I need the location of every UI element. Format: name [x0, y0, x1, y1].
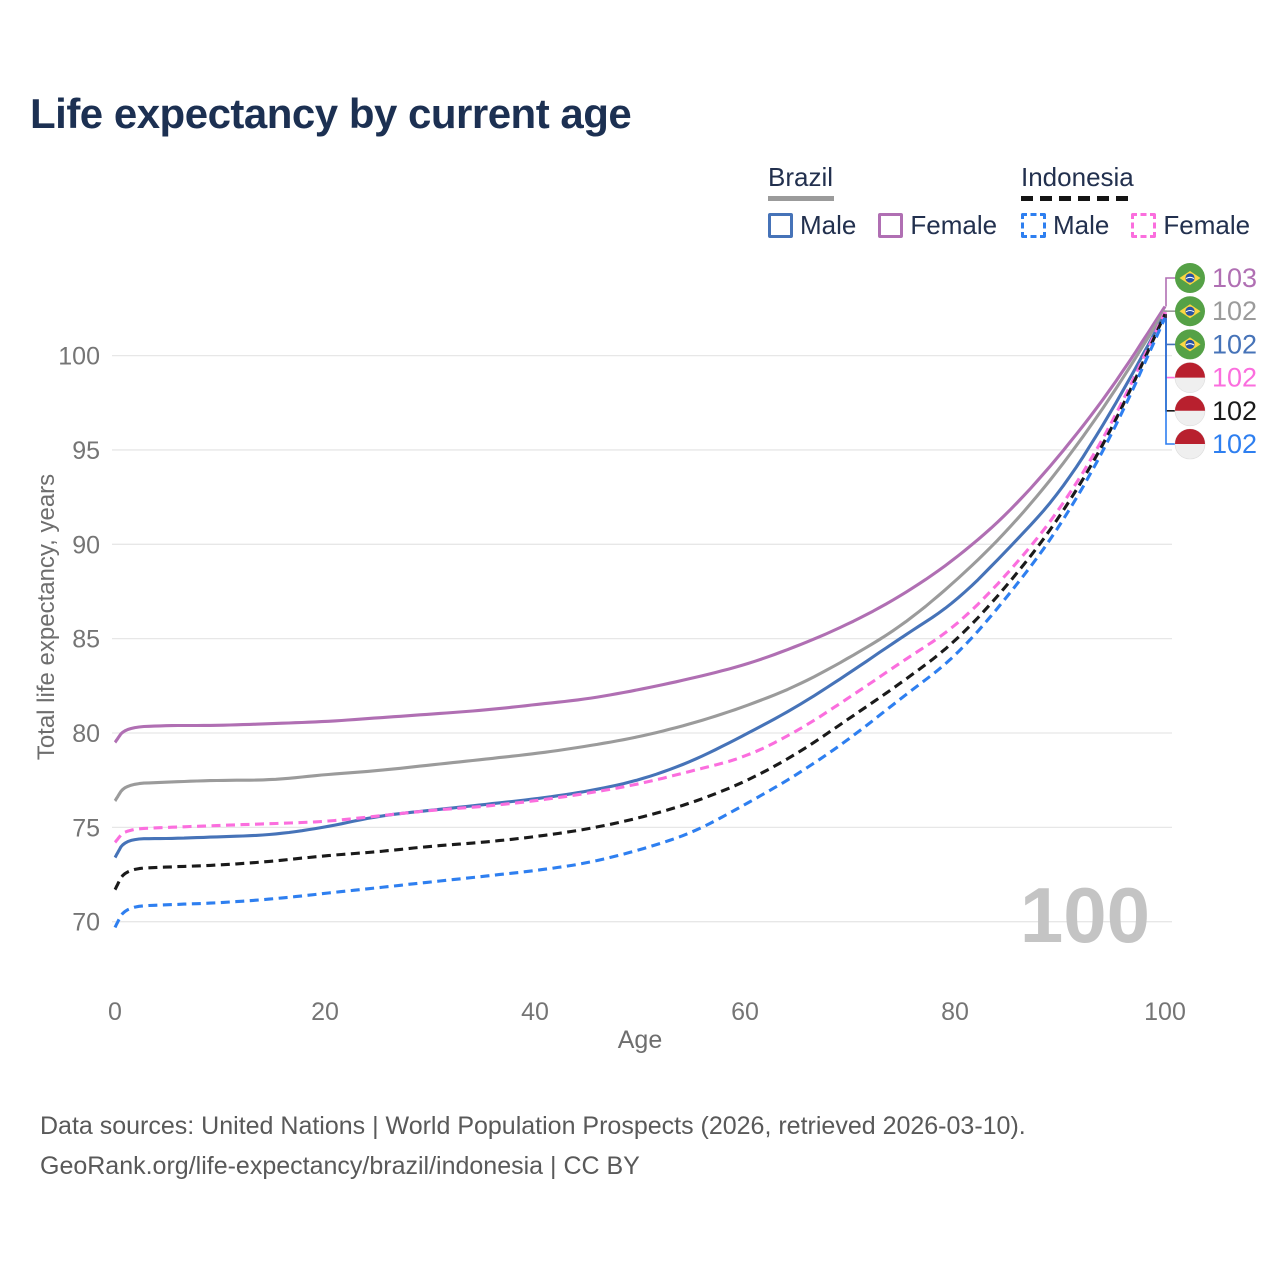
end-label-connector [1165, 314, 1176, 346]
y-tick-label: 90 [72, 531, 100, 559]
indonesia-flag-icon [1174, 362, 1206, 393]
legend-label-brazil-female: Female [910, 210, 998, 240]
end-label-connector [1165, 277, 1176, 307]
series-line-brazil-both [113, 309, 1167, 803]
indonesia-flag-icon [1174, 428, 1206, 460]
x-tick-label: 20 [311, 998, 339, 1026]
brazil-flag-icon [1175, 296, 1205, 327]
legend-label-indonesia-male: Male [1053, 210, 1110, 240]
legend-group-brazil: Brazil Male Female [768, 162, 997, 241]
footer-data-sources: Data sources: United Nations | World Pop… [40, 1112, 1026, 1140]
series-line-indonesia-both [113, 313, 1167, 891]
legend-checkbox-brazil-male[interactable] [768, 213, 793, 238]
x-tick-label: 40 [521, 998, 549, 1026]
legend-checkbox-indonesia-female[interactable] [1131, 213, 1157, 238]
series-line-indonesia-female [113, 311, 1167, 844]
flag-globe [1185, 306, 1195, 316]
legend-group-indonesia: Indonesia Male Female [1021, 162, 1250, 241]
flag-globe [1185, 339, 1195, 349]
page-title: Life expectancy by current age [30, 90, 632, 137]
end-value-label: 102 [1212, 296, 1257, 326]
legend-label-brazil-male: Male [800, 210, 857, 240]
x-tick-label: 80 [941, 998, 969, 1026]
legend-brazil-line-swatch [768, 196, 834, 201]
end-value-label: 103 [1212, 263, 1257, 293]
y-tick-label: 95 [72, 437, 100, 465]
series-line-brazil-male [113, 313, 1167, 859]
brazil-flag-icon [1175, 263, 1205, 293]
y-tick-label: 100 [58, 343, 100, 371]
x-tick-label: 100 [1144, 998, 1186, 1026]
flag-top-half [1175, 429, 1205, 444]
legend-country-brazil: Brazil [768, 162, 834, 192]
legend-label-indonesia-female: Female [1163, 210, 1251, 240]
flag-globe [1185, 273, 1195, 283]
brazil-flag-icon [1175, 329, 1205, 360]
y-tick-label: 85 [72, 626, 100, 654]
flag-top-half [1175, 362, 1205, 378]
series-line-brazil-female [113, 305, 1167, 744]
x-tick-label: 60 [731, 998, 759, 1026]
flag-band [1185, 309, 1195, 313]
indonesia-flag-icon [1174, 395, 1206, 427]
legend-country-indonesia: Indonesia [1021, 162, 1134, 192]
series-line-indonesia-male [113, 317, 1167, 929]
legend-indonesia-line-swatch [1021, 196, 1135, 201]
end-value-label: 102 [1212, 429, 1257, 459]
legend-checkbox-indonesia-male[interactable] [1021, 213, 1046, 238]
end-value-label: 102 [1212, 396, 1257, 426]
end-value-label: 102 [1212, 363, 1257, 393]
end-label-connector [1165, 310, 1176, 312]
end-label-connector [1165, 314, 1176, 412]
flag-band [1185, 343, 1195, 346]
y-tick-label: 80 [72, 720, 100, 748]
age-watermark: 100 [1020, 871, 1150, 959]
chart-footer: Data sources: United Nations | World Pop… [40, 1106, 1026, 1186]
end-value-label: 102 [1212, 329, 1257, 359]
x-axis-title: Age [617, 1026, 663, 1054]
flag-band [1185, 276, 1195, 280]
y-tick-label: 75 [72, 814, 100, 842]
flag-top-half [1175, 395, 1205, 411]
end-label-connector [1165, 317, 1176, 445]
y-tick-label: 70 [72, 909, 100, 937]
x-tick-label: 0 [108, 998, 122, 1026]
legend-checkbox-brazil-female[interactable] [878, 213, 904, 238]
footer-attribution: GeoRank.org/life-expectancy/brazil/indon… [40, 1152, 640, 1180]
